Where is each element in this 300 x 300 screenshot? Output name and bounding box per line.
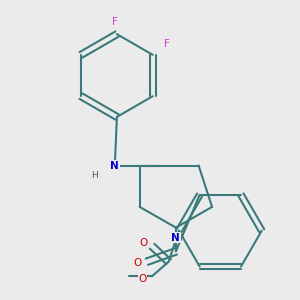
Text: H: H: [91, 171, 98, 180]
Text: F: F: [164, 40, 170, 50]
Text: N: N: [172, 233, 180, 243]
Text: O: O: [139, 274, 147, 284]
Text: O: O: [134, 258, 142, 268]
Text: O: O: [140, 238, 148, 248]
Text: N: N: [110, 160, 119, 170]
Text: F: F: [112, 17, 118, 27]
